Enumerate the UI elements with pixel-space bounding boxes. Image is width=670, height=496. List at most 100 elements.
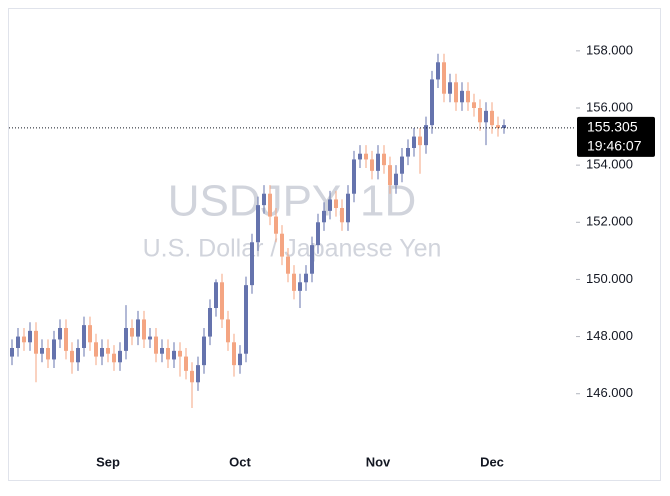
candle-body [46,348,50,360]
candle-body [400,156,404,174]
candle-body [190,370,194,383]
candle-body [358,153,362,160]
last-price-box [577,116,655,157]
x-tick-label: Dec [480,454,504,469]
candle-body [496,125,500,128]
candle-body [202,336,206,366]
y-tick-label: 150.000 [586,271,633,286]
candle-body [22,336,26,343]
candle-body [406,148,410,157]
candle-body [196,365,200,383]
candle-body [208,308,212,337]
candle-body [280,233,284,257]
candle-body [292,273,296,291]
y-tick-label: 158.000 [586,42,633,57]
candle-body [394,173,398,186]
candle-body [94,342,98,357]
candle-body [442,62,446,94]
candle-body [436,62,440,80]
candle-body [256,205,260,243]
x-tick-label: Sep [96,454,120,469]
candle-body [316,222,320,246]
candle-body [34,330,38,354]
candle-body [304,273,308,283]
candle-body [142,319,146,340]
candle-body [136,319,140,337]
candle-body [334,199,338,208]
candle-body [448,82,452,94]
candle-body [16,336,20,348]
candle-body [166,348,170,360]
candle-body [76,348,80,363]
candle-body [382,153,386,166]
candle-body [364,153,368,160]
candle-body [40,348,44,354]
candle-body [286,256,290,274]
candle-body [106,348,110,354]
x-tick-label: Oct [229,454,251,469]
candle-body [88,325,92,343]
candle-body [244,285,248,354]
last-price-label: 155.305 [587,119,638,135]
candle-body [370,159,374,171]
candle-body [178,350,182,357]
y-tick-label: 156.000 [586,99,633,114]
candle-body [454,82,458,103]
candle-body [310,245,314,274]
candle-body [10,348,14,357]
candle-body [52,339,56,360]
candle-body [418,136,422,146]
candle-body [478,108,482,123]
candle-body [160,348,164,354]
candle-body [460,90,464,103]
y-tick-label: 154.000 [586,157,633,172]
candle-body [274,216,278,234]
candle-body [352,159,356,194]
y-tick-label: 148.000 [586,328,633,343]
candle-body [64,328,68,351]
candle-body [130,328,134,337]
candle-body [298,282,302,291]
candle-body [112,353,116,363]
candle-body [58,328,62,340]
y-tick-label: 146.000 [586,385,633,400]
candle-body [226,319,230,343]
candle-body [490,110,494,126]
candle-body [430,79,434,126]
candle-body [154,336,158,354]
x-tick-label: Nov [366,454,391,469]
candle-body [388,165,392,186]
candle-body [118,350,122,363]
candle-body [484,110,488,123]
candle-body [220,282,224,320]
candle-body [100,348,104,357]
candle-body [184,356,188,371]
watermark: USDJPY, 1D [168,177,417,226]
candle-body [328,199,332,211]
candle-body [250,242,254,286]
candle-body [502,125,506,128]
candle-body [472,102,476,108]
candle-body [82,325,86,348]
candle-body [124,328,128,351]
watermark-subtitle: U.S. Dollar / Japanese Yen [143,235,442,263]
candle-body [262,193,266,206]
candle-body [268,193,272,217]
y-tick-label: 152.000 [586,214,633,229]
candle-body [412,136,416,148]
candle-body [346,193,350,223]
candle-body [28,330,32,343]
candle-body [172,350,176,360]
candle-body [340,208,344,223]
candle-body [232,342,236,366]
countdown: 19:46:07 [587,138,642,154]
candle-body [148,336,152,340]
candle-body [424,125,428,146]
candle-body [322,210,326,223]
candle-body [214,282,218,308]
candle-body [238,353,242,366]
candle-body [466,90,470,103]
candle-body [376,153,380,171]
candle-body [70,350,74,363]
